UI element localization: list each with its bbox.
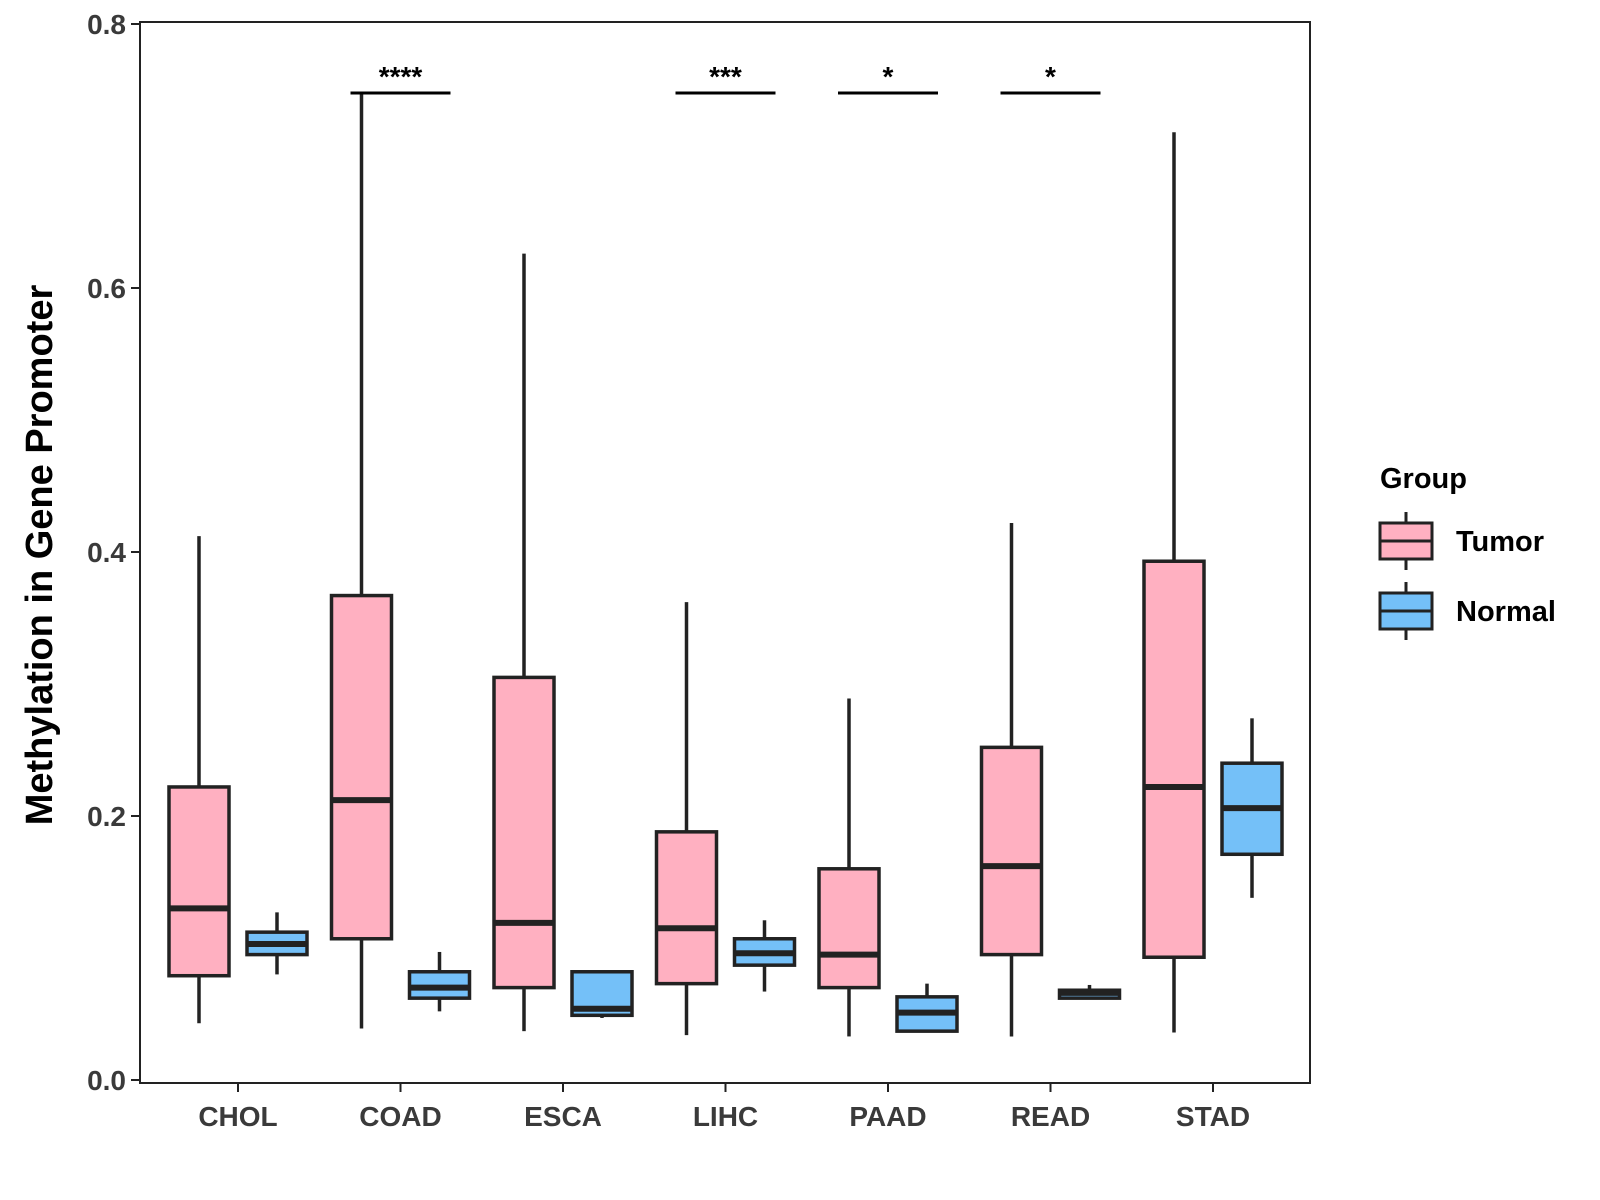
box-body bbox=[817, 867, 881, 990]
x-tick-label: LIHC bbox=[693, 1101, 758, 1132]
box-tumor-read bbox=[979, 522, 1044, 1037]
x-tick-label: PAAD bbox=[849, 1101, 926, 1132]
y-tick-label: 0.8 bbox=[87, 9, 126, 40]
box-tumor-lihc bbox=[654, 602, 719, 1036]
box-tumor-esca bbox=[492, 253, 556, 1032]
y-tick-label: 0.4 bbox=[87, 537, 126, 568]
plot-panel bbox=[139, 21, 1311, 1084]
legend-label: Tumor bbox=[1456, 526, 1544, 558]
y-tick-label: 0.6 bbox=[87, 273, 126, 304]
box-normal-paad bbox=[895, 983, 959, 1033]
y-tick-label: 0.2 bbox=[87, 801, 126, 832]
box-normal-stad bbox=[1220, 718, 1284, 898]
x-tick-label: STAD bbox=[1176, 1101, 1250, 1132]
box-normal-lihc bbox=[732, 920, 797, 992]
legend-item-tumor: Tumor bbox=[1378, 512, 1544, 570]
box-tumor-chol bbox=[167, 536, 231, 1024]
box-normal-coad bbox=[407, 951, 472, 1012]
box-body bbox=[1142, 559, 1206, 959]
box-normal-esca bbox=[570, 970, 634, 1018]
legend-title: Group bbox=[1380, 463, 1467, 495]
box-body bbox=[654, 830, 719, 986]
axes-layer: 0.0 0.2 0.4 0.6 0.8 CHOL COAD ESCA LIHC PAAD READ S… bbox=[87, 9, 1250, 1132]
box-tumor-paad bbox=[817, 698, 881, 1037]
plot-area bbox=[139, 21, 1311, 1084]
x-tick-label: COAD bbox=[359, 1101, 441, 1132]
significance-label: **** bbox=[379, 61, 423, 92]
legend-label: Normal bbox=[1456, 596, 1556, 628]
box-normal-read bbox=[1057, 984, 1122, 1000]
box-body bbox=[979, 745, 1044, 957]
y-tick-label: 0.0 bbox=[87, 1065, 126, 1096]
significance-coad: **** bbox=[350, 61, 451, 95]
box-body bbox=[167, 785, 231, 978]
significance-layer: **** *** * * bbox=[350, 61, 1101, 95]
box-tumor-coad bbox=[329, 92, 394, 1029]
significance-lihc: *** bbox=[675, 61, 776, 95]
y-axis-label: Methylation in Gene Promoter bbox=[19, 285, 61, 826]
box-body bbox=[492, 675, 556, 990]
x-tick-label: ESCA bbox=[524, 1101, 602, 1132]
legend: Group Tumor Normal bbox=[1378, 463, 1556, 640]
box-body bbox=[329, 593, 394, 941]
boxes-layer bbox=[167, 92, 1284, 1037]
x-tick-label: READ bbox=[1011, 1101, 1090, 1132]
significance-label: * bbox=[1045, 61, 1056, 92]
significance-read: * bbox=[1000, 61, 1101, 95]
box-normal-chol bbox=[245, 912, 309, 975]
significance-label: *** bbox=[709, 61, 742, 92]
box-tumor-stad bbox=[1142, 132, 1206, 1033]
significance-label: * bbox=[883, 61, 894, 92]
x-tick-label: CHOL bbox=[198, 1101, 277, 1132]
significance-paad: * bbox=[838, 61, 938, 95]
legend-item-normal: Normal bbox=[1378, 582, 1556, 640]
